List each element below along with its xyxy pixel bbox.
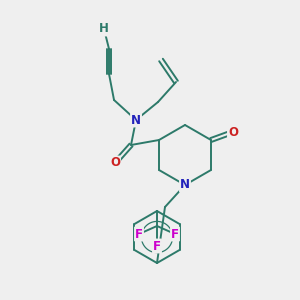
- Text: F: F: [171, 227, 179, 241]
- Text: H: H: [99, 22, 109, 35]
- Text: O: O: [228, 125, 238, 139]
- Text: O: O: [110, 157, 120, 169]
- Text: N: N: [131, 113, 141, 127]
- Text: N: N: [180, 178, 190, 191]
- Text: F: F: [135, 227, 143, 241]
- Text: F: F: [153, 239, 161, 253]
